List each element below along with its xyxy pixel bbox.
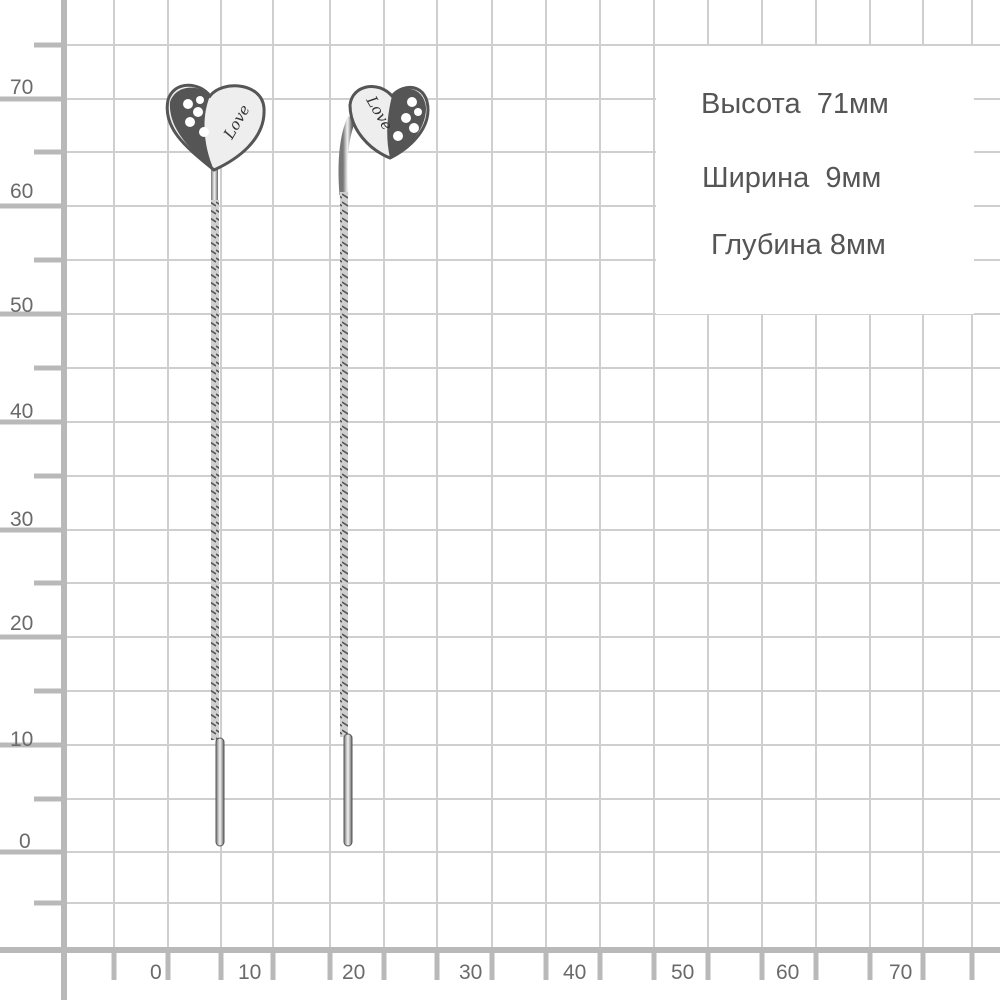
height-text: Высота 71мм bbox=[701, 88, 889, 120]
y-label: 40 bbox=[10, 400, 34, 423]
x-label: 30 bbox=[459, 961, 483, 984]
dimensions-panel: Высота 71мм Ширина 9мм Глубина 8мм bbox=[656, 46, 974, 314]
y-label: 20 bbox=[10, 612, 34, 635]
y-label: 0 bbox=[19, 830, 31, 853]
x-label: 0 bbox=[150, 961, 162, 984]
x-label: 20 bbox=[342, 961, 366, 984]
y-label: 30 bbox=[10, 508, 34, 531]
y-label: 10 bbox=[10, 728, 34, 751]
y-label: 50 bbox=[10, 294, 34, 317]
left-earring: Love bbox=[165, 83, 266, 847]
x-label: 10 bbox=[238, 961, 262, 984]
x-label: 50 bbox=[671, 961, 695, 984]
x-label: 60 bbox=[776, 961, 800, 984]
right-earring: Love bbox=[338, 85, 430, 847]
x-label: 40 bbox=[563, 961, 587, 984]
x-label: 70 bbox=[889, 961, 913, 984]
depth-text: Глубина 8мм bbox=[711, 229, 886, 261]
y-label: 60 bbox=[10, 180, 34, 203]
y-label: 70 bbox=[10, 76, 34, 99]
width-text: Ширина 9мм bbox=[702, 162, 882, 194]
